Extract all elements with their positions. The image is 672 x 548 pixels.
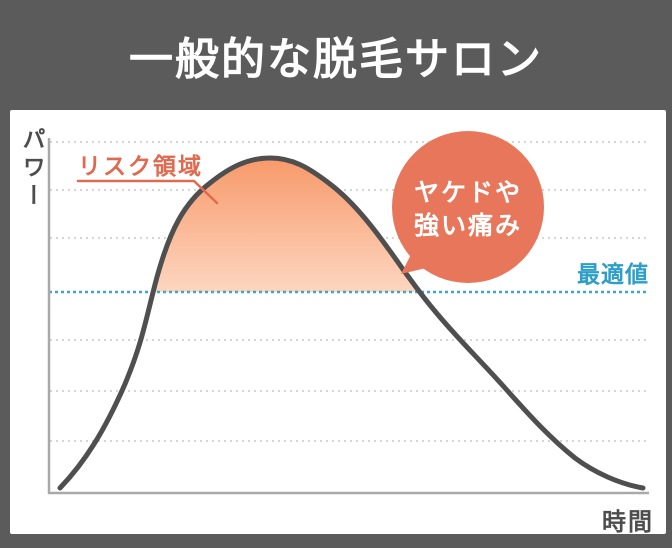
warning-bubble-text-line1: ヤケドや — [414, 179, 522, 207]
axes — [47, 138, 649, 495]
x-axis-label: 時間 — [602, 509, 654, 536]
power-curve — [57, 155, 646, 491]
optimal-value-label: 最適値 — [577, 261, 649, 287]
page-title: 一般的な脱毛サロン — [129, 35, 543, 84]
y-axis-label: パワー — [19, 127, 45, 211]
risk-area-fill — [153, 158, 420, 292]
warning-bubble: ヤケドや 強い痛み — [392, 131, 544, 283]
risk-label-pointer-line — [76, 179, 219, 205]
warning-bubble-text-line2: 強い痛み — [414, 211, 522, 240]
title-bar: 一般的な脱毛サロン — [0, 0, 672, 110]
gridlines — [50, 141, 649, 442]
warning-bubble-circle — [392, 131, 544, 283]
risk-area-label: リスク領域 — [78, 153, 203, 179]
